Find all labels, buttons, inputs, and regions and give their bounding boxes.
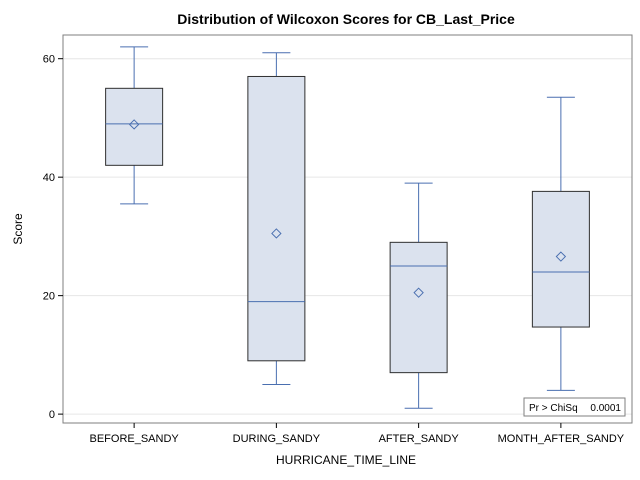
iqr-box: [247, 75, 306, 362]
x-tick-label-0: BEFORE_SANDY: [90, 433, 180, 445]
x-axis-ticks: BEFORE_SANDY DURING_SANDY AFTER_SANDY MONTH…: [90, 423, 625, 445]
plot-frame: [62, 34, 633, 424]
y-tick-label-40: 40: [43, 172, 55, 184]
iqr-box: [531, 190, 590, 328]
y-axis-label: Score: [11, 213, 25, 245]
x-tick-label-3: MONTH_AFTER_SANDY: [498, 433, 625, 445]
box-layer: [105, 46, 590, 409]
chart-title: Distribution of Wilcoxon Scores for CB_L…: [177, 11, 515, 27]
iqr-box: [389, 241, 448, 374]
x-tick-label-2: AFTER_SANDY: [379, 433, 460, 445]
iqr-box: [105, 87, 164, 166]
y-tick-label-20: 20: [43, 291, 55, 303]
box-1: [247, 52, 306, 385]
box-3: [531, 96, 590, 391]
chisq-inset: Pr > ChiSq 0.0001: [523, 397, 626, 417]
mean-marker: [128, 119, 140, 130]
mean-marker: [271, 228, 282, 239]
y-tick-label-0: 0: [49, 409, 55, 421]
chisq-inset-value: 0.0001: [590, 403, 621, 414]
y-tick-label-60: 60: [43, 54, 55, 66]
x-axis-label: HURRICANE_TIME_LINE: [276, 453, 416, 467]
chisq-inset-label: Pr > ChiSq: [529, 403, 578, 414]
x-tick-label-1: DURING_SANDY: [233, 433, 321, 445]
chisq-inset-frame: [523, 397, 626, 417]
box-2: [389, 182, 448, 409]
y-axis-ticks: 0 20 40 60: [43, 54, 63, 421]
mean-marker: [413, 287, 424, 298]
box-0: [105, 46, 164, 205]
mean-marker: [555, 251, 567, 262]
